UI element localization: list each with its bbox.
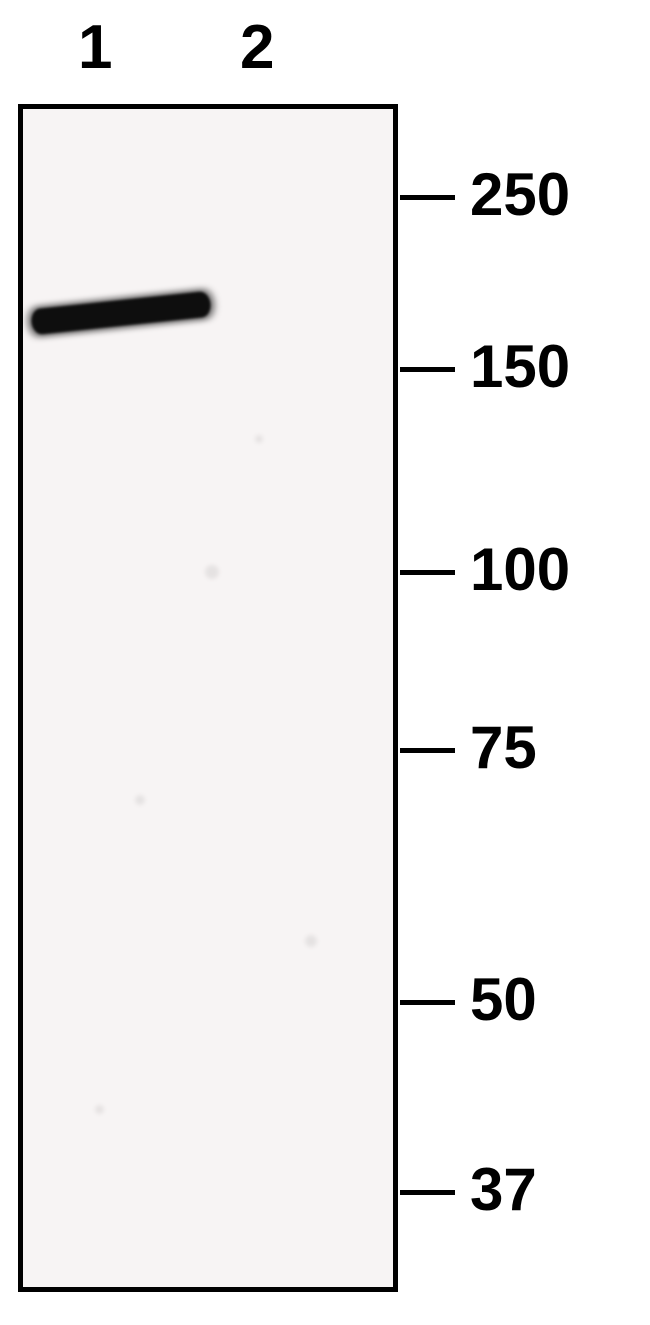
membrane-speck (95, 1105, 104, 1114)
mw-tick-250 (400, 195, 455, 200)
mw-tick-150 (400, 367, 455, 372)
mw-label-150: 150 (470, 332, 570, 401)
blot-frame (18, 104, 398, 1292)
membrane-speck (255, 435, 263, 443)
mw-label-250: 250 (470, 160, 570, 229)
membrane-speck (305, 935, 317, 947)
mw-tick-37 (400, 1190, 455, 1195)
mw-tick-75 (400, 748, 455, 753)
blot-membrane (23, 109, 393, 1287)
membrane-speck (135, 795, 145, 805)
mw-label-75: 75 (470, 713, 537, 782)
mw-tick-50 (400, 1000, 455, 1005)
mw-label-100: 100 (470, 535, 570, 604)
lane-label-2: 2 (240, 12, 274, 83)
mw-label-37: 37 (470, 1155, 537, 1224)
lane-label-1: 1 (78, 12, 112, 83)
membrane-speck (205, 565, 219, 579)
mw-label-50: 50 (470, 965, 537, 1034)
mw-tick-100 (400, 570, 455, 575)
